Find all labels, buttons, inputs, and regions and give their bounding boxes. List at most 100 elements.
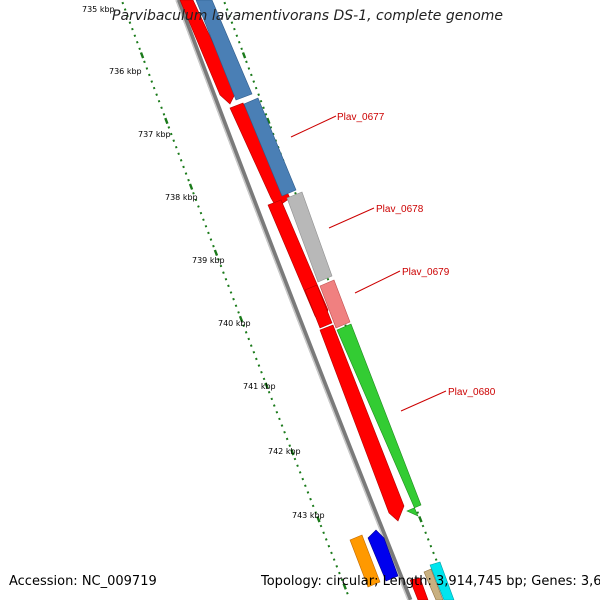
minor-tick-0-61 — [267, 390, 271, 394]
minor-tick-0-38 — [209, 238, 213, 241]
scale-label-735: 735 kbp — [82, 5, 115, 14]
minor-tick-0-23 — [172, 139, 176, 142]
gene-forward-tan[interactable] — [423, 568, 444, 600]
major-tick-0-30 — [188, 183, 194, 190]
minor-tick-0-79 — [314, 511, 318, 514]
minor-tick-1-22 — [271, 132, 275, 136]
minor-tick-0-57 — [257, 364, 261, 367]
reverse-strand-genes — [179, 0, 405, 522]
minor-tick-1-13 — [250, 73, 253, 77]
scale-label-743: 743 kbp — [292, 511, 325, 520]
minor-tick-0-12 — [145, 67, 149, 70]
minor-tick-0-24 — [174, 145, 178, 149]
gene-reverse-4[interactable] — [304, 284, 333, 329]
minor-tick-0-72 — [296, 464, 299, 467]
minor-tick-0-6 — [131, 27, 134, 31]
scale-label-739: 739 kbp — [192, 256, 225, 265]
minor-tick-0-56 — [255, 357, 258, 361]
minor-tick-0-28 — [184, 172, 188, 175]
minor-tick-1-44 — [326, 277, 330, 281]
gene-forward-orange[interactable] — [349, 534, 381, 588]
minor-tick-0-74 — [301, 477, 305, 481]
minor-tick-0-53 — [247, 337, 251, 341]
gene-forward-cyan[interactable] — [429, 561, 455, 600]
scale-label-738: 738 kbp — [165, 193, 198, 202]
minor-tick-0-77 — [309, 497, 312, 501]
gene-reverse-bottom[interactable] — [409, 577, 429, 600]
gene-forward-darkblue[interactable] — [367, 529, 399, 582]
minor-tick-0-88 — [338, 571, 341, 575]
minor-tick-0-89 — [340, 578, 344, 582]
minor-tick-0-5 — [128, 21, 132, 24]
minor-tick-0-83 — [324, 538, 328, 541]
minor-tick-0-67 — [283, 430, 286, 434]
scale-label-740: 740 kbp — [218, 319, 251, 328]
minor-tick-0-19 — [162, 113, 166, 116]
minor-tick-0-37 — [207, 231, 210, 235]
minor-tick-0-7 — [133, 34, 137, 37]
gene-forward-blue-2[interactable] — [243, 97, 297, 197]
minor-tick-1-3 — [225, 8, 229, 11]
gene-forward-pink[interactable] — [319, 279, 351, 329]
minor-tick-0-27 — [182, 165, 185, 169]
gene-label-plav-0679[interactable]: Plav_0679 — [402, 267, 450, 278]
minor-tick-1-31 — [294, 192, 297, 195]
minor-tick-0-47 — [232, 297, 235, 301]
minor-tick-1-9 — [240, 47, 243, 51]
gene-reverse-1[interactable] — [179, 0, 237, 105]
minor-tick-0-69 — [288, 444, 292, 447]
major-tick-0-90 — [342, 583, 347, 590]
major-tick-0-10 — [139, 52, 145, 59]
gene-forward-gray[interactable] — [286, 191, 333, 283]
minor-tick-0-81 — [319, 524, 323, 528]
minor-tick-1-6 — [233, 27, 236, 31]
gene-reverse-5[interactable] — [319, 324, 405, 522]
gene-label-plav-0677[interactable]: Plav_0677 — [337, 112, 385, 123]
minor-tick-0-86 — [332, 558, 336, 561]
minor-tick-1-7 — [235, 34, 239, 37]
gene-label-plav-0678[interactable]: Plav_0678 — [376, 204, 424, 215]
gene-forward-blue-1[interactable] — [195, 0, 253, 101]
major-tick-0-80 — [316, 516, 321, 523]
minor-tick-0-48 — [234, 304, 238, 308]
minor-tick-1-85 — [432, 551, 435, 555]
minor-tick-0-39 — [212, 244, 215, 248]
minor-tick-0-54 — [249, 344, 253, 347]
major-tick-0-50 — [238, 315, 244, 323]
minor-tick-0-22 — [169, 132, 173, 136]
gene-label-plav-0680[interactable]: Plav_0680 — [448, 387, 496, 398]
callout-line-0678 — [328, 207, 375, 229]
minor-tick-0-29 — [187, 178, 190, 182]
minor-tick-0-17 — [157, 99, 161, 103]
minor-tick-0-14 — [150, 80, 154, 83]
minor-tick-1-14 — [252, 80, 256, 83]
minor-tick-0-46 — [229, 291, 233, 294]
minor-tick-0-91 — [346, 591, 349, 595]
minor-tick-0-26 — [179, 159, 183, 162]
gene-forward-green[interactable] — [336, 323, 422, 517]
gene-labels: Plav_0677 Plav_0678 Plav_0679 Plav_0680 — [290, 112, 496, 412]
minor-tick-1-17 — [259, 99, 263, 103]
minor-tick-0-32 — [194, 198, 198, 202]
minor-tick-1-21 — [269, 126, 273, 129]
minor-tick-1-83 — [426, 538, 430, 541]
topology-summary: Topology: circular; Length: 3,914,745 bp… — [261, 574, 600, 589]
minor-tick-0-51 — [242, 324, 245, 327]
minor-tick-1-2 — [223, 1, 227, 5]
minor-tick-0-49 — [237, 311, 240, 314]
minor-tick-0-36 — [204, 225, 208, 228]
minor-tick-0-76 — [306, 491, 310, 494]
minor-tick-0-31 — [192, 192, 195, 195]
minor-tick-0-63 — [272, 404, 276, 407]
minor-tick-0-43 — [222, 271, 225, 274]
minor-tick-0-41 — [217, 258, 220, 261]
gene-reverse-2[interactable] — [229, 102, 291, 211]
callout-line-0679 — [354, 270, 401, 294]
minor-tick-1-18 — [262, 106, 265, 110]
minor-tick-0-9 — [138, 47, 141, 51]
minor-tick-0-42 — [219, 264, 223, 268]
minor-tick-0-64 — [275, 410, 279, 414]
scale-labels: 735 kbp 736 kbp 737 kbp 738 kbp 739 kbp … — [82, 5, 325, 520]
minor-tick-0-15 — [152, 86, 156, 90]
